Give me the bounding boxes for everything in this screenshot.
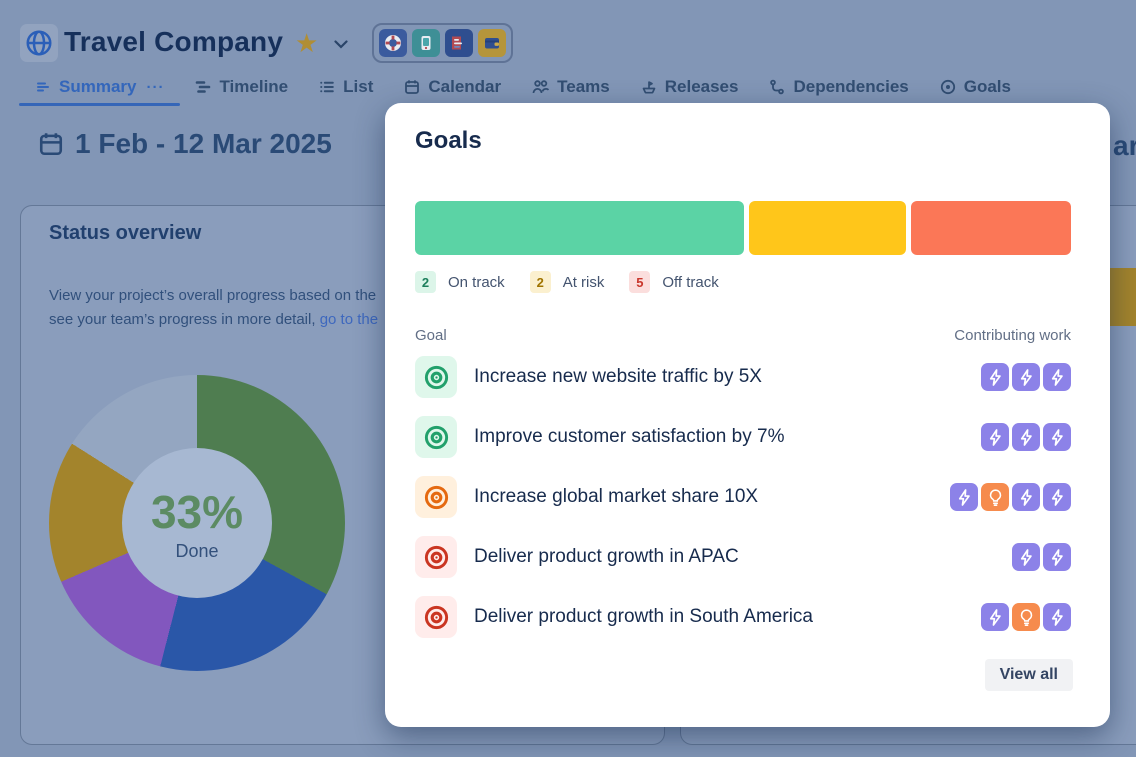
lifebuoy-app-icon[interactable] [379,29,407,57]
count-badge: 2 [529,271,551,293]
project-header: Travel Company ★ Summary ··· [0,0,1136,110]
goals-progress-bar [415,201,1071,255]
list-icon [320,81,334,93]
count-badge: 2 [415,271,436,293]
contributing-work-icons [981,603,1071,631]
legend-item-off-track: 5 Off track [629,271,719,293]
legend-item-on-track: 2 On track [415,271,505,293]
view-all-button[interactable]: View all [984,659,1073,691]
goals-modal: Goals 2 On track 2 At risk 5 Off track G… [385,103,1110,727]
goal-row[interactable]: Increase new website traffic by 5X [415,355,1071,399]
goal-row[interactable]: Deliver product growth in APAC [415,535,1071,579]
progress-segment-at-risk [749,201,906,255]
progress-segment-off-track [911,201,1071,255]
donut-center: 33% Done [122,448,272,598]
browser-app-icon[interactable] [445,29,473,57]
contributing-work-icons [981,363,1071,391]
goal-status-target-icon [415,596,457,638]
lightning-icon[interactable] [1043,603,1071,631]
tab-teams[interactable]: Teams [532,77,610,97]
tab-dependencies[interactable]: Dependencies [769,77,909,97]
lightning-icon[interactable] [1043,483,1071,511]
goal-column-header: Goal [415,327,447,344]
lightning-icon[interactable] [1012,363,1040,391]
calendar-icon [405,80,420,94]
ship-icon [642,81,656,94]
favorite-star-icon[interactable]: ★ [295,28,319,58]
background-bar-fragment [1110,268,1136,326]
lightning-icon[interactable] [1043,363,1071,391]
status-donut-chart: 33% Done [49,375,345,671]
background-heading-fragment: ar [1113,130,1136,161]
teams-icon [532,80,550,94]
lightning-icon[interactable] [1012,483,1040,511]
summary-more-icon[interactable]: ··· [146,78,165,96]
lightning-icon[interactable] [1043,423,1071,451]
active-tab-underline [19,103,181,106]
tab-bar: Summary ··· Timeline List Calendar Teams [19,72,1011,106]
project-avatar [20,24,58,62]
lightbulb-icon[interactable] [1012,603,1040,631]
goals-table-header: Goal Contributing work [415,327,1071,344]
globe-icon [26,30,52,56]
chevron-down-icon[interactable] [334,36,348,54]
calendar-icon [39,133,63,156]
contributing-work-icons [950,483,1071,511]
phone-app-icon[interactable] [412,29,440,57]
goals-legend: 2 On track 2 At risk 5 Off track [415,271,719,293]
goal-status-target-icon [415,476,457,518]
wallet-app-icon[interactable] [478,29,506,57]
card-title: Status overview [49,222,202,244]
goal-row[interactable]: Improve customer satisfaction by 7% [415,415,1071,459]
contributing-work-icons [1012,543,1071,571]
tab-calendar[interactable]: Calendar [404,77,501,97]
progress-segment-on-track [415,201,744,255]
goal-status-target-icon [415,416,457,458]
tab-list[interactable]: List [319,77,373,97]
lightning-icon[interactable] [981,363,1009,391]
page-title: Travel Company [64,26,284,57]
lightning-icon[interactable] [981,423,1009,451]
lightning-icon[interactable] [950,483,978,511]
lightning-icon[interactable] [1043,543,1071,571]
count-badge: 5 [629,271,651,293]
goal-row[interactable]: Deliver product growth in South America [415,595,1071,639]
donut-percent-label: 33% [150,485,244,538]
goal-status-target-icon [415,536,457,578]
date-range-heading: 1 Feb - 12 Mar 2025 [38,128,332,160]
timeline-icon [196,81,211,93]
dependencies-icon [770,79,785,95]
go-to-link[interactable]: go to the [319,311,379,328]
lightning-icon[interactable] [1012,423,1040,451]
goals-table: Increase new website traffic by 5X Impro… [415,355,1071,655]
goal-status-target-icon [415,356,457,398]
card-description: View your project’s overall progress bas… [49,287,379,328]
lightbulb-icon[interactable] [981,483,1009,511]
modal-title: Goals [415,127,482,154]
lightning-icon[interactable] [981,603,1009,631]
tab-summary[interactable]: Summary ··· [19,77,181,106]
summary-icon [37,82,49,92]
tab-goals[interactable]: Goals [940,77,1011,97]
contributing-work-icons [981,423,1071,451]
tab-releases[interactable]: Releases [641,77,738,97]
legend-item-at-risk: 2 At risk [529,271,604,293]
contributing-work-column-header: Contributing work [954,327,1071,344]
tab-timeline[interactable]: Timeline [195,77,288,97]
app-icons-group [372,23,513,63]
lightning-icon[interactable] [1012,543,1040,571]
goal-row[interactable]: Increase global market share 10X [415,475,1071,519]
goals-icon [940,79,955,95]
donut-sublabel: Done [175,540,219,561]
